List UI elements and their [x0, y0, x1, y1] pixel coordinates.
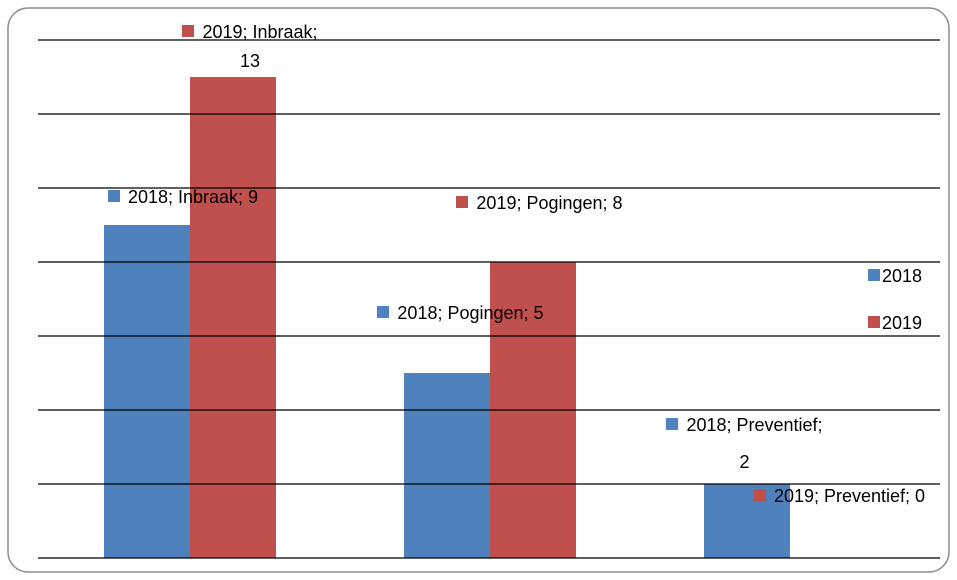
data-label: 2018; Inbraak; 9	[48, 183, 318, 212]
label-marker	[377, 306, 390, 318]
label-marker	[456, 196, 469, 208]
legend-label: 2018	[882, 266, 923, 286]
bar	[704, 484, 790, 558]
legend-item: 2018	[868, 266, 922, 286]
data-label-text: 2019; Pogingen; 8	[476, 193, 623, 213]
data-label-text: 2019; Preventief; 0	[773, 486, 926, 506]
legend-item: 2019	[868, 313, 922, 333]
data-label: 2019; Pogingen; 8	[432, 184, 647, 222]
data-label-text: 2018; Preventief; 2	[686, 415, 823, 472]
legend-label: 2019	[882, 313, 923, 333]
data-label-text: 2018; Pogingen; 5	[397, 303, 544, 323]
legend-marker	[868, 316, 880, 328]
label-marker	[753, 489, 766, 501]
data-label: 2018; Pogingen; 5	[358, 293, 563, 334]
data-label: 2019; Inbraak; 13	[170, 18, 330, 76]
data-label-text: 2019; Inbraak; 13	[202, 22, 318, 71]
bar	[104, 225, 190, 558]
legend-marker	[868, 269, 880, 281]
data-label-text: 2018; Inbraak; 9	[127, 187, 259, 207]
bar	[404, 373, 490, 558]
label-marker	[107, 190, 120, 202]
data-label: 2018; Preventief; 2	[662, 407, 827, 481]
bar	[190, 77, 276, 558]
label-marker	[182, 25, 195, 37]
label-marker	[666, 418, 679, 430]
data-label: 2019; Preventief; 0	[752, 478, 927, 514]
